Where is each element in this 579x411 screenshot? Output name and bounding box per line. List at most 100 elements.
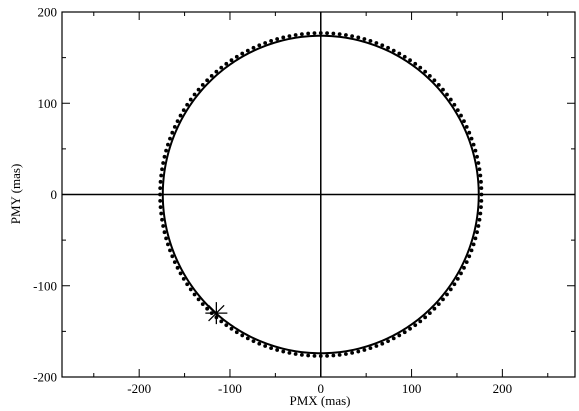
- data-point: [445, 92, 449, 97]
- data-point: [469, 136, 474, 141]
- data-point: [476, 161, 481, 165]
- data-point: [178, 271, 183, 276]
- data-point: [331, 353, 336, 358]
- fitted-circle-line: [161, 34, 480, 355]
- data-point: [188, 97, 193, 102]
- tick-labels: -200 -100 0 100 200 -200 -100 0 100 200: [33, 5, 512, 397]
- data-point: [158, 192, 162, 197]
- data-point: [224, 61, 229, 66]
- data-point: [214, 69, 219, 74]
- data-point: [473, 236, 478, 241]
- y-tick-label: 100: [38, 96, 58, 111]
- data-point: [245, 48, 250, 53]
- data-point: [331, 31, 336, 36]
- data-point: [172, 260, 177, 265]
- data-point: [185, 282, 190, 287]
- data-point: [175, 119, 180, 124]
- data-point: [293, 352, 298, 356]
- data-point: [158, 198, 163, 203]
- data-point: [229, 326, 234, 331]
- data-point: [380, 43, 385, 48]
- data-point: [205, 78, 210, 83]
- data-point: [464, 124, 469, 129]
- data-point: [263, 41, 268, 45]
- data-point: [166, 142, 170, 147]
- data-point: [479, 179, 483, 184]
- data-point: [374, 344, 379, 348]
- y-tick-label: -100: [33, 278, 57, 293]
- data-point: [166, 242, 170, 247]
- data-point: [234, 330, 239, 335]
- data-point: [299, 352, 304, 357]
- data-point: [452, 282, 457, 287]
- data-point: [164, 148, 168, 153]
- data-point: [168, 248, 172, 253]
- data-point: [386, 339, 390, 344]
- data-point: [287, 34, 292, 38]
- data-point: [350, 351, 355, 355]
- data-point: [257, 43, 262, 48]
- data-point: [356, 349, 361, 354]
- data-point: [263, 344, 268, 348]
- data-point: [312, 31, 317, 36]
- y-tick-label: 200: [38, 5, 58, 20]
- data-point: [158, 179, 163, 184]
- data-point: [161, 161, 166, 165]
- data-point: [318, 31, 323, 35]
- asterisk-stroke: [208, 304, 225, 322]
- data-point: [158, 186, 163, 191]
- data-point: [479, 186, 484, 191]
- data-point: [391, 336, 396, 341]
- data-point: [170, 130, 175, 135]
- data-point: [478, 211, 483, 216]
- data-point: [337, 32, 342, 37]
- data-point: [462, 119, 466, 124]
- data-point: [374, 41, 379, 45]
- data-point: [209, 73, 214, 78]
- data-point: [448, 97, 453, 102]
- y-axis-title: PMY (mas): [8, 164, 23, 225]
- data-point: [200, 82, 205, 87]
- data-point: [168, 136, 172, 141]
- data-point: [160, 217, 164, 222]
- data-point: [170, 254, 175, 259]
- y-tick-label: 0: [51, 187, 58, 202]
- data-point: [188, 287, 193, 292]
- data-point: [325, 353, 329, 358]
- data-point: [441, 87, 445, 92]
- data-point: [240, 333, 245, 338]
- data-point: [318, 354, 323, 358]
- data-point: [362, 37, 367, 41]
- data-point: [418, 319, 423, 324]
- data-point: [162, 230, 167, 235]
- data-point: [257, 341, 262, 346]
- data-point: [269, 38, 274, 43]
- data-point: [441, 297, 445, 302]
- data-point: [196, 87, 201, 92]
- x-tick-label: -100: [218, 381, 242, 396]
- data-point: [181, 108, 186, 113]
- data-point: [240, 51, 245, 56]
- data-point: [408, 326, 412, 331]
- data-point: [158, 205, 163, 210]
- data-point: [413, 61, 418, 66]
- data-point: [200, 302, 205, 307]
- data-point: [477, 217, 482, 222]
- data-point: [475, 230, 479, 235]
- data-point: [181, 276, 186, 281]
- data-point: [161, 224, 166, 228]
- data-point: [162, 154, 167, 159]
- data-point: [299, 32, 304, 37]
- asterisk-marker: [205, 302, 228, 325]
- data-point: [479, 205, 483, 210]
- data-point: [448, 287, 453, 292]
- data-point: [471, 242, 476, 247]
- data-point: [306, 31, 311, 36]
- data-point: [473, 148, 478, 153]
- data-point: [192, 92, 197, 97]
- data-point: [475, 154, 479, 159]
- data-point: [464, 260, 469, 265]
- data-point: [368, 38, 373, 43]
- data-point: [281, 35, 286, 40]
